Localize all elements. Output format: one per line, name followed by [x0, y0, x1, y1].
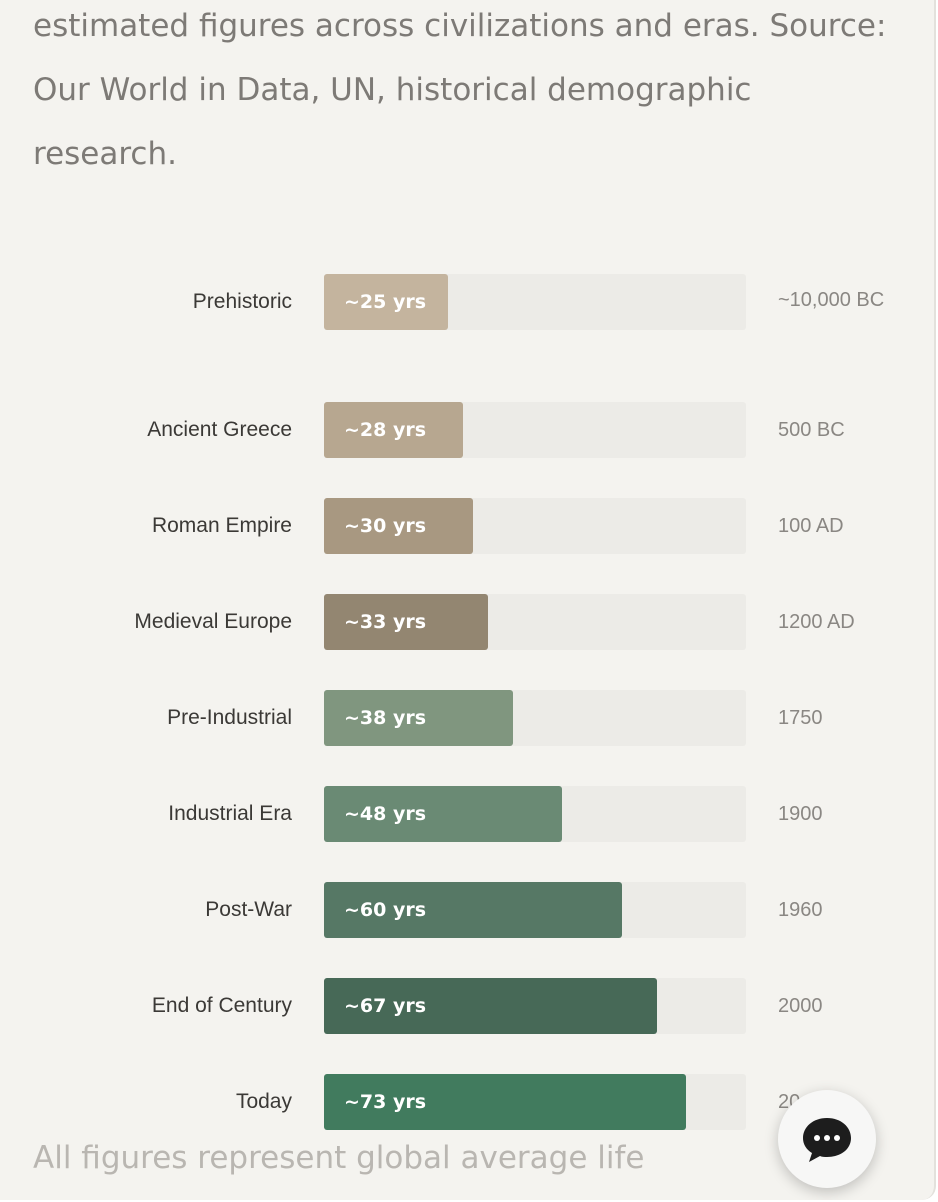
bar-track: ~67 yrs	[324, 978, 746, 1034]
category-label: Pre-Industrial	[167, 706, 292, 729]
chat-bubble-icon	[803, 1118, 851, 1162]
bar: ~67 yrs	[324, 978, 657, 1034]
bar: ~73 yrs	[324, 1074, 686, 1130]
era-label: 1200 AD	[778, 611, 855, 633]
bar-track: ~28 yrs	[324, 402, 746, 458]
category-label: End of Century	[151, 994, 292, 1017]
era-label: 1750	[778, 707, 823, 729]
bar-value-label: ~73 yrs	[344, 1091, 427, 1113]
category-label: Ancient Greece	[147, 418, 292, 441]
bar-value-label: ~48 yrs	[344, 803, 427, 825]
bar-value-label: ~30 yrs	[344, 515, 427, 537]
bar-track: ~38 yrs	[324, 690, 746, 746]
bar-value-label: ~28 yrs	[344, 419, 427, 441]
bar-track: ~48 yrs	[324, 786, 746, 842]
bar: ~30 yrs	[324, 498, 473, 554]
era-label: ~10,000 BC	[778, 289, 885, 311]
era-label: 500 BC	[778, 419, 845, 441]
category-label: Post-War	[205, 898, 292, 921]
era-label: 100 AD	[778, 515, 844, 537]
bar-track: ~73 yrs	[324, 1074, 746, 1130]
bar: ~28 yrs	[324, 402, 463, 458]
chat-button[interactable]	[778, 1090, 876, 1188]
bar: ~60 yrs	[324, 882, 622, 938]
chart-description: estimated figures across civilizations a…	[33, 8, 887, 172]
bar-value-label: ~67 yrs	[344, 995, 427, 1017]
bar: ~25 yrs	[324, 274, 448, 330]
era-label: 1900	[778, 803, 823, 825]
bar: ~33 yrs	[324, 594, 488, 650]
bar-track: ~60 yrs	[324, 882, 746, 938]
bar-track: ~30 yrs	[324, 498, 746, 554]
bar-value-label: ~38 yrs	[344, 707, 427, 729]
footnote: All figures represent global average lif…	[33, 1140, 645, 1176]
era-label: 1960	[778, 899, 823, 921]
bar-track: ~33 yrs	[324, 594, 746, 650]
bar-value-label: ~60 yrs	[344, 899, 427, 921]
category-label: Industrial Era	[168, 802, 292, 825]
era-label: 2000	[778, 995, 823, 1017]
bar-track: ~25 yrs	[324, 274, 746, 330]
bar-value-label: ~33 yrs	[344, 611, 427, 633]
category-label: Prehistoric	[192, 290, 292, 313]
bar: ~38 yrs	[324, 690, 513, 746]
bar: ~48 yrs	[324, 786, 562, 842]
category-label: Today	[235, 1090, 292, 1113]
category-label: Roman Empire	[151, 514, 292, 537]
category-label: Medieval Europe	[134, 610, 292, 633]
bar-value-label: ~25 yrs	[344, 291, 427, 313]
